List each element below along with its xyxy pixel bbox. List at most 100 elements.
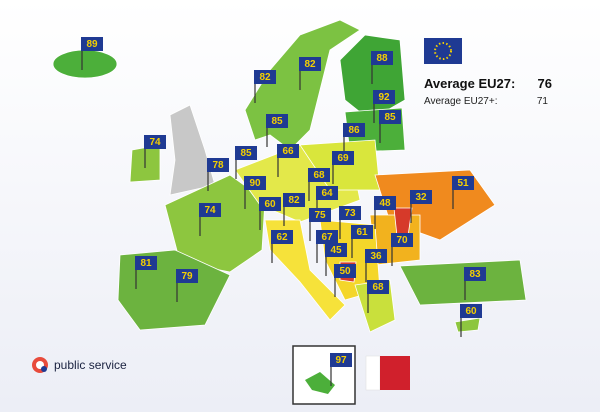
- score-label: 45: [330, 245, 342, 256]
- eu-flag: [424, 38, 462, 64]
- score-flag: 67: [316, 230, 338, 263]
- score-flag: 48: [374, 196, 396, 229]
- score-flag: 78: [207, 158, 229, 191]
- flag-cloth: [244, 176, 266, 190]
- score-flag: 74: [199, 203, 221, 236]
- score-flag: 36: [365, 249, 387, 282]
- flag-cloth: [277, 144, 299, 158]
- score-flag: 45: [325, 243, 347, 276]
- score-label: 75: [314, 210, 326, 221]
- score-label: 85: [271, 116, 283, 127]
- score-flag: 60: [460, 304, 482, 337]
- score-label: 50: [339, 266, 351, 277]
- score-label: 64: [321, 188, 333, 199]
- score-label: 61: [356, 227, 368, 238]
- malta-inset: [292, 345, 410, 405]
- score-flag: 86: [343, 123, 365, 156]
- score-label: 83: [469, 269, 481, 280]
- score-flag: 79: [176, 269, 198, 302]
- score-label: 88: [376, 53, 388, 64]
- score-flag: 75: [309, 208, 331, 241]
- flag-cloth: [235, 146, 257, 160]
- score-flag: 68: [308, 168, 330, 201]
- score-flag: 85: [266, 114, 288, 147]
- score-flag: 83: [464, 267, 486, 300]
- flag-cloth: [367, 280, 389, 294]
- score-flag: 85: [235, 146, 257, 179]
- flag-cloth: [299, 57, 321, 71]
- score-label: 82: [259, 72, 271, 83]
- flag-cloth: [334, 264, 356, 278]
- score-label: 60: [465, 306, 477, 317]
- score-flag: 82: [254, 70, 276, 103]
- score-flag: 62: [271, 230, 293, 263]
- score-label: 92: [378, 92, 390, 103]
- eu27plus-label: Average EU27+:: [424, 96, 497, 107]
- flag-cloth: [373, 90, 395, 104]
- score-label: 36: [370, 251, 382, 262]
- flag-cloth: [259, 197, 281, 211]
- score-label: 73: [344, 208, 356, 219]
- score-flag: 89: [81, 37, 103, 70]
- score-flag: 73: [339, 206, 361, 239]
- flag-cloth: [464, 267, 486, 281]
- score-label: 82: [304, 59, 316, 70]
- flag-cloth: [332, 151, 354, 165]
- flag-cloth: [283, 193, 305, 207]
- score-label: 74: [204, 205, 216, 216]
- score-flag: 61: [351, 225, 373, 258]
- flag-cloth: [343, 123, 365, 137]
- flag-cloth: [330, 353, 352, 367]
- score-label: 97: [335, 355, 347, 366]
- score-label: 81: [140, 258, 152, 269]
- flag-cloth: [460, 304, 482, 318]
- score-label: 32: [415, 192, 427, 203]
- score-flag: 32: [410, 190, 432, 223]
- flag-cloth: [144, 135, 166, 149]
- score-label: 70: [396, 235, 408, 246]
- flag-cloth: [351, 225, 373, 239]
- score-flag: 74: [144, 135, 166, 168]
- score-label: 66: [282, 146, 294, 157]
- score-flag: 69: [332, 151, 354, 184]
- score-flag: 81: [135, 256, 157, 289]
- flag-cloth: [325, 243, 347, 257]
- flag-cloth: [339, 206, 361, 220]
- flag-cloth: [254, 70, 276, 84]
- score-flag: 66: [277, 144, 299, 177]
- score-label: 85: [240, 148, 252, 159]
- flag-cloth: [266, 114, 288, 128]
- score-label: 74: [149, 137, 161, 148]
- flag-cloth: [371, 51, 393, 65]
- score-flag: 85: [379, 110, 401, 143]
- score-flag: 51: [452, 176, 474, 209]
- flag-cloth: [199, 203, 221, 217]
- flag-cloth: [316, 186, 338, 200]
- flag-cloth: [81, 37, 103, 51]
- score-label: 85: [384, 112, 396, 123]
- flag-cloth: [410, 190, 432, 204]
- score-label: 51: [457, 178, 469, 189]
- score-label: 79: [181, 271, 193, 282]
- flag-cloth: [176, 269, 198, 283]
- score-flags: 89 82 82 88 92 85 86 85 74 78 85 66 69 68 90 64 82 60 48 32…: [81, 37, 486, 386]
- score-flag: 97: [330, 353, 352, 386]
- eu27-label: Average EU27:: [424, 76, 515, 91]
- score-flag: 90: [244, 176, 266, 209]
- score-label: 68: [313, 170, 325, 181]
- flag-cloth: [391, 233, 413, 247]
- brand-logo: [32, 357, 48, 373]
- score-flag: 92: [373, 90, 395, 123]
- flag-cloth: [452, 176, 474, 190]
- score-label: 60: [264, 199, 276, 210]
- score-label: 89: [86, 39, 98, 50]
- flag-cloth: [365, 249, 387, 263]
- flag-cloth: [374, 196, 396, 210]
- flag-cloth: [316, 230, 338, 244]
- score-label: 86: [348, 125, 360, 136]
- score-label: 78: [212, 160, 224, 171]
- flag-cloth: [308, 168, 330, 182]
- eu27-value: 76: [538, 76, 552, 91]
- score-flag: 68: [367, 280, 389, 313]
